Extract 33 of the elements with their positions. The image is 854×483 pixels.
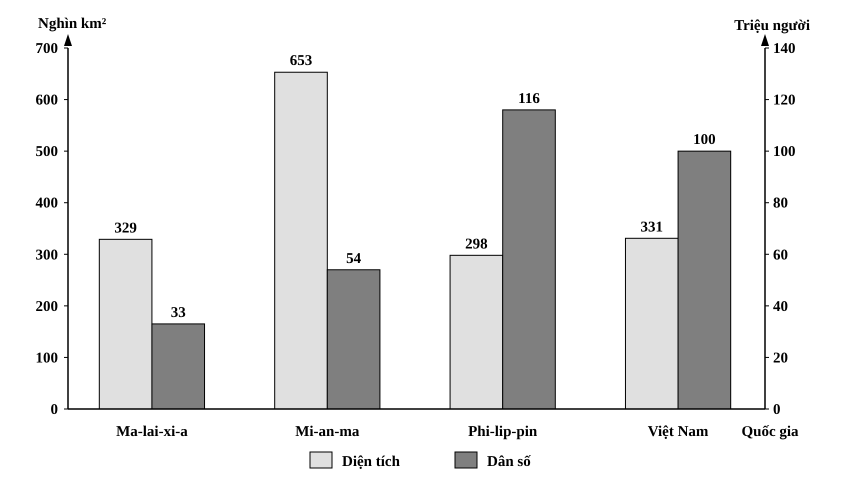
data-label: 329 (114, 220, 137, 236)
x-tick-label: Ma-lai-xi-a (116, 424, 188, 440)
y-tick-label: 700 (36, 41, 58, 57)
data-label: 653 (290, 53, 312, 70)
y2-tick-label: 20 (773, 350, 788, 366)
y-tick-label: 500 (36, 144, 58, 160)
x-axis-title: Quốc gia (741, 424, 800, 440)
y2-tick-label: 0 (773, 402, 780, 418)
y2-tick-label: 140 (773, 41, 796, 57)
x-tick-label: Mi-an-ma (295, 424, 360, 440)
y2-tick-label: 80 (773, 196, 788, 212)
y2-tick-label: 40 (773, 298, 788, 315)
y-tick-label: 300 (36, 247, 58, 264)
x-tick-label: Phi-lip-pin (468, 424, 538, 440)
data-label: 100 (693, 132, 716, 148)
y2-tick-label: 100 (773, 144, 796, 160)
y2-tick-label: 60 (773, 247, 788, 264)
y2-axis-title: Triệu người (734, 18, 810, 34)
legend-label: Dân số (487, 454, 532, 470)
data-label: 116 (518, 90, 540, 107)
data-label: 298 (465, 236, 488, 252)
y-tick-label: 100 (36, 350, 58, 366)
y-tick-label: 400 (36, 196, 58, 212)
y-axis-title: Nghìn km² (38, 16, 107, 32)
y-tick-label: 200 (36, 298, 58, 315)
x-tick-label: Việt Nam (648, 424, 709, 440)
legend-label: Diện tích (342, 454, 401, 470)
data-label: 54 (346, 250, 362, 267)
y2-tick-label: 120 (773, 92, 796, 109)
y-tick-label: 0 (50, 402, 58, 418)
data-label: 331 (640, 219, 664, 236)
data-label: 33 (170, 304, 186, 321)
y-tick-label: 600 (36, 92, 58, 109)
